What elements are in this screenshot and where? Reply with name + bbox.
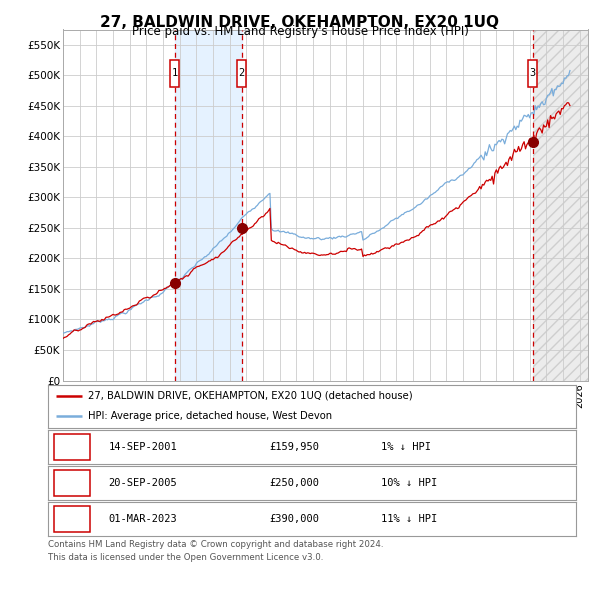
FancyBboxPatch shape: [237, 60, 246, 87]
FancyBboxPatch shape: [528, 60, 537, 87]
FancyBboxPatch shape: [170, 60, 179, 87]
Text: 3: 3: [69, 514, 76, 523]
Text: 1: 1: [69, 442, 76, 451]
Text: 1% ↓ HPI: 1% ↓ HPI: [380, 442, 431, 451]
Text: 14-SEP-2001: 14-SEP-2001: [109, 442, 178, 451]
FancyBboxPatch shape: [55, 434, 90, 460]
Text: 27, BALDWIN DRIVE, OKEHAMPTON, EX20 1UQ (detached house): 27, BALDWIN DRIVE, OKEHAMPTON, EX20 1UQ …: [88, 391, 412, 401]
Text: £250,000: £250,000: [270, 478, 320, 487]
Text: £390,000: £390,000: [270, 514, 320, 523]
Text: 2: 2: [69, 478, 76, 487]
Text: 27, BALDWIN DRIVE, OKEHAMPTON, EX20 1UQ: 27, BALDWIN DRIVE, OKEHAMPTON, EX20 1UQ: [101, 15, 499, 30]
Text: 3: 3: [529, 68, 536, 78]
Text: 2: 2: [239, 68, 245, 78]
Text: 20-SEP-2005: 20-SEP-2005: [109, 478, 178, 487]
Text: £159,950: £159,950: [270, 442, 320, 451]
Bar: [175, 30, 242, 381]
FancyBboxPatch shape: [55, 470, 90, 496]
Text: Price paid vs. HM Land Registry's House Price Index (HPI): Price paid vs. HM Land Registry's House …: [131, 25, 469, 38]
Text: This data is licensed under the Open Government Licence v3.0.: This data is licensed under the Open Gov…: [48, 553, 323, 562]
Text: HPI: Average price, detached house, West Devon: HPI: Average price, detached house, West…: [88, 411, 332, 421]
FancyBboxPatch shape: [55, 506, 90, 532]
Text: 10% ↓ HPI: 10% ↓ HPI: [380, 478, 437, 487]
Text: Contains HM Land Registry data © Crown copyright and database right 2024.: Contains HM Land Registry data © Crown c…: [48, 540, 383, 549]
Bar: [533, 30, 588, 381]
Text: 11% ↓ HPI: 11% ↓ HPI: [380, 514, 437, 523]
Text: 01-MAR-2023: 01-MAR-2023: [109, 514, 178, 523]
Text: 1: 1: [172, 68, 178, 78]
